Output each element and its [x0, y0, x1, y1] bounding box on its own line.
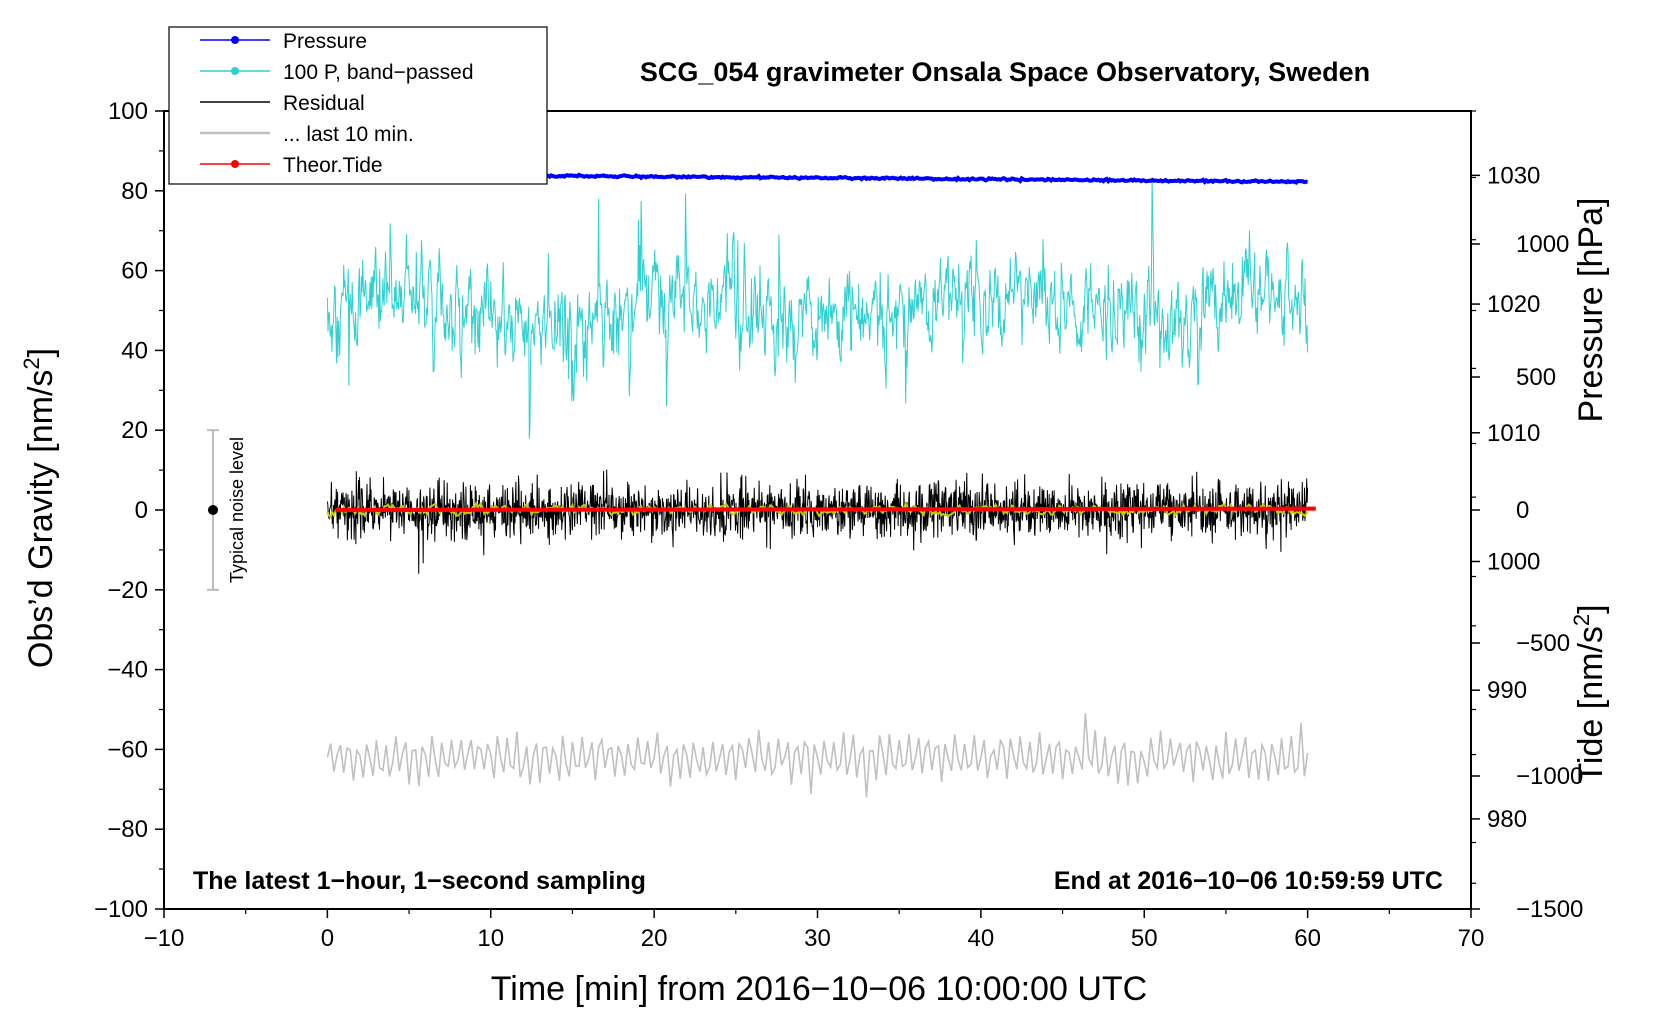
- tide-tick-label: 500: [1516, 364, 1556, 391]
- pressure-tick-label: 980: [1487, 806, 1527, 833]
- legend-label: Theor.Tide: [283, 154, 383, 177]
- legend-label: ... last 10 min.: [283, 123, 414, 146]
- series-band-passed-pressure: [326, 178, 1309, 439]
- x-axis-title: Time [min] from 2016−10−06 10:00:00 UTC: [491, 970, 1147, 1008]
- x-tick-label: 0: [321, 925, 334, 952]
- y-tick-label: −100: [94, 896, 148, 923]
- pressure-tick-label: 1010: [1487, 420, 1540, 447]
- y-tick-label: 80: [121, 178, 148, 205]
- x-tick-label: 30: [804, 925, 831, 952]
- series-theoretical-tide: [335, 506, 1316, 512]
- tide-tick-label: −500: [1516, 630, 1570, 657]
- tide-tick-label: −1000: [1516, 763, 1583, 790]
- tide-title-text: Tide [nm/s: [1572, 626, 1610, 783]
- x-tick-label: 60: [1294, 925, 1321, 952]
- y-axis-left-ticks: 100 80 60 40 20 0 −20 −40 −60 −80 −100: [94, 98, 164, 923]
- y-left-title-sup: 2: [19, 357, 44, 369]
- x-tick-label: 50: [1131, 925, 1158, 952]
- y-tick-label: 0: [135, 497, 148, 524]
- y-axis-left-title: Obs’d Gravity [nm/s2]: [19, 348, 60, 668]
- tide-title-end: ]: [1572, 604, 1610, 613]
- y-tick-label: 20: [121, 417, 148, 444]
- noise-label: Typical noise level: [227, 437, 247, 583]
- y-tick-label: −60: [107, 736, 148, 763]
- pressure-axis-title: Pressure [hPa]: [1572, 198, 1610, 423]
- y-tick-label: −80: [107, 816, 148, 843]
- legend-box: [168, 26, 548, 185]
- legend-marker: [231, 160, 239, 168]
- pressure-tick-label: 1030: [1487, 162, 1540, 189]
- tide-axis-ticks: 1000 500 0 −500 −1000 −1500: [1471, 176, 1583, 923]
- y-tick-label: −40: [107, 657, 148, 684]
- y-tick-label: −20: [107, 577, 148, 604]
- legend-label: Residual: [283, 92, 365, 115]
- pressure-tick-label: 1020: [1487, 291, 1540, 318]
- x-tick-label: 40: [968, 925, 995, 952]
- y-tick-label: 60: [121, 258, 148, 285]
- legend: Pressure 100 P, band−passed Residual ... la…: [168, 26, 548, 185]
- tide-title-sup: 2: [1569, 614, 1594, 626]
- legend-marker: [231, 67, 239, 75]
- x-tick-label: −10: [144, 925, 185, 952]
- x-tick-label: 70: [1458, 925, 1485, 952]
- y-tick-label: 100: [108, 98, 148, 125]
- pressure-tick-label: 1000: [1487, 548, 1540, 575]
- x-tick-label: 20: [641, 925, 668, 952]
- y-tick-label: 40: [121, 337, 148, 364]
- y-left-title-text: Obs’d Gravity [nm/s: [22, 370, 60, 669]
- note-latest-hour: The latest 1−hour, 1−second sampling: [193, 867, 646, 895]
- noise-center-dot: [208, 505, 219, 515]
- note-end-time: End at 2016−10−06 10:59:59 UTC: [1054, 867, 1443, 895]
- series-residual: [326, 469, 1309, 574]
- y-left-title-end: ]: [22, 348, 60, 357]
- legend-marker: [231, 36, 239, 44]
- tide-tick-label: −1500: [1516, 896, 1583, 923]
- pressure-tick-label: 990: [1487, 677, 1527, 704]
- tide-tick-label: 1000: [1516, 231, 1569, 258]
- tide-axis-title: Tide [nm/s2]: [1569, 604, 1610, 783]
- legend-label: 100 P, band−passed: [283, 61, 474, 84]
- series-last-10-min: [326, 713, 1309, 798]
- x-axis-ticks: −10 0 10 20 30 40 50 60 70: [144, 909, 1485, 952]
- noise-indicator: Typical noise level: [207, 429, 247, 591]
- x-tick-label: 10: [477, 925, 504, 952]
- series-layer: [326, 171, 1316, 798]
- chart-title: SCG_054 gravimeter Onsala Space Observat…: [640, 57, 1370, 87]
- pressure-axis-ticks: 1030 1020 1010 1000 990 980: [1471, 110, 1540, 884]
- legend-label: Pressure: [283, 30, 367, 53]
- tide-tick-label: 0: [1516, 497, 1529, 524]
